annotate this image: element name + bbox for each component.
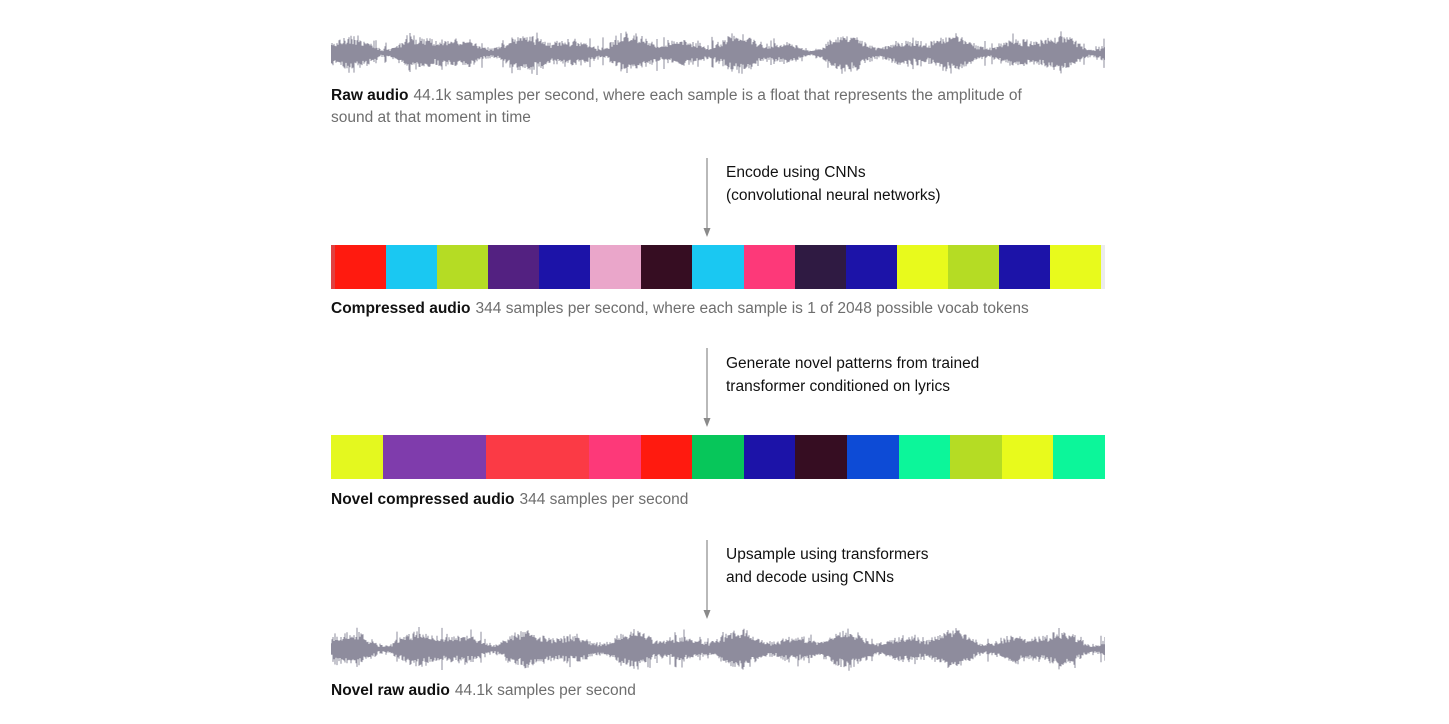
generate-arrow bbox=[701, 348, 713, 428]
token-cell bbox=[947, 245, 999, 289]
waveform-graphic bbox=[331, 627, 1105, 671]
encode-arrow bbox=[701, 158, 713, 238]
token-cell bbox=[335, 245, 387, 289]
arrow-down-icon bbox=[703, 540, 711, 619]
encode-step-line2: (convolutional neural networks) bbox=[726, 187, 941, 204]
upsample-step-line1: Upsample using transformers bbox=[726, 546, 929, 563]
token-cell bbox=[795, 435, 847, 479]
novel-compressed-audio-description: 344 samples per second bbox=[519, 491, 689, 508]
token-cell bbox=[640, 435, 693, 479]
generate-step-line1: Generate novel patterns from trained bbox=[726, 355, 980, 372]
token-cell bbox=[590, 245, 642, 289]
compressed-audio-description: 344 samples per second, where each sampl… bbox=[475, 300, 1029, 317]
novel-raw-audio-caption: Novel raw audio 44.1k samples per second bbox=[331, 680, 1111, 702]
token-cell bbox=[386, 245, 438, 289]
raw-audio-caption: Raw audio 44.1k samples per second, where… bbox=[331, 85, 1111, 129]
compressed-audio-caption: Compressed audio 344 samples per second, … bbox=[331, 298, 1111, 320]
token-cell bbox=[794, 245, 846, 289]
upsample-step-line2: and decode using CNNs bbox=[726, 569, 895, 586]
raw-audio-description-line2: sound at that moment in time bbox=[331, 109, 531, 126]
token-cell bbox=[1053, 435, 1105, 479]
raw-audio-waveform bbox=[331, 30, 1105, 76]
waveform-path bbox=[331, 627, 1105, 671]
encode-step-label: Encode using CNNs (convolutional neural … bbox=[726, 161, 1106, 207]
token-cell bbox=[743, 435, 796, 479]
arrow-down-icon bbox=[703, 158, 711, 237]
compressed-audio-tokens bbox=[331, 245, 1105, 289]
token-cell bbox=[588, 435, 641, 479]
token-cell bbox=[692, 245, 744, 289]
compressed-audio-title: Compressed audio bbox=[331, 300, 471, 317]
token-cell bbox=[898, 435, 951, 479]
novel-compressed-audio-tokens bbox=[331, 435, 1105, 479]
encode-step-line1: Encode using CNNs bbox=[726, 164, 866, 181]
token-cell bbox=[846, 435, 899, 479]
upsample-arrow bbox=[701, 540, 713, 620]
novel-raw-audio-description: 44.1k samples per second bbox=[454, 682, 636, 699]
token-cell bbox=[488, 245, 540, 289]
token-cell bbox=[382, 435, 435, 479]
waveform-graphic bbox=[331, 31, 1105, 75]
token-cell bbox=[998, 245, 1050, 289]
generate-step-label: Generate novel patterns from trained tra… bbox=[726, 352, 1106, 398]
token-cell bbox=[331, 435, 383, 479]
upsample-step-label: Upsample using transformers and decode u… bbox=[726, 543, 1106, 589]
generate-step-line2: transformer conditioned on lyrics bbox=[726, 378, 950, 395]
novel-raw-audio-title: Novel raw audio bbox=[331, 682, 450, 699]
novel-compressed-audio-title: Novel compressed audio bbox=[331, 491, 515, 508]
raw-audio-description-line1: 44.1k samples per second, where each sam… bbox=[413, 87, 1022, 104]
novel-raw-audio-waveform bbox=[331, 626, 1105, 672]
token-cell bbox=[896, 245, 948, 289]
token-cell bbox=[537, 435, 589, 479]
novel-compressed-audio-caption: Novel compressed audio 344 samples per se… bbox=[331, 489, 1111, 511]
token-cell bbox=[539, 245, 591, 289]
token-cell bbox=[485, 435, 538, 479]
token-cell bbox=[692, 435, 744, 479]
token-cell bbox=[434, 435, 486, 479]
raw-audio-title: Raw audio bbox=[331, 87, 409, 104]
token-cell bbox=[743, 245, 795, 289]
waveform-path bbox=[331, 31, 1105, 75]
token-cell bbox=[437, 245, 489, 289]
arrow-down-icon bbox=[703, 348, 711, 427]
token-cell bbox=[1001, 435, 1054, 479]
token-cell bbox=[845, 245, 897, 289]
token-cell bbox=[1049, 245, 1101, 289]
token-cell bbox=[950, 435, 1002, 479]
token-cell bbox=[641, 245, 693, 289]
